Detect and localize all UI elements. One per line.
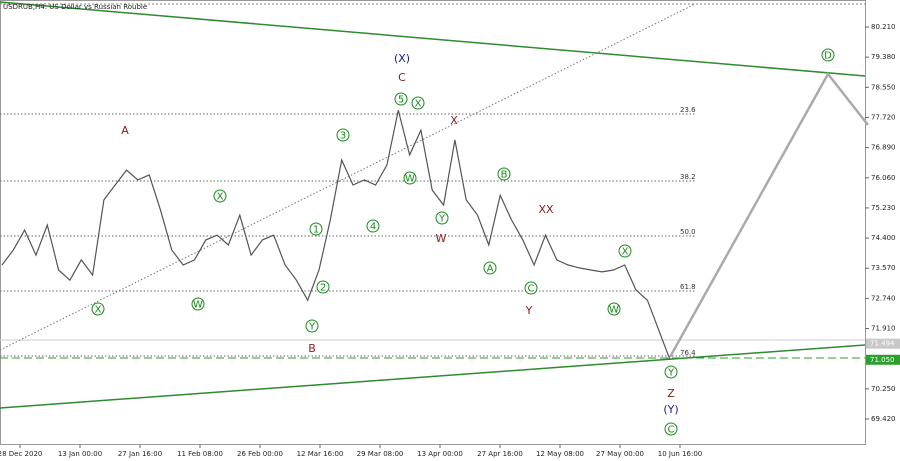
y-tick-label: 72.740 bbox=[871, 294, 896, 302]
wave-label: X bbox=[95, 305, 102, 316]
wave-circle bbox=[394, 92, 408, 106]
plot-frame bbox=[0, 0, 866, 445]
wave-label: X bbox=[217, 192, 224, 203]
y-tick-label: 71.910 bbox=[871, 325, 896, 333]
wave-label: X bbox=[622, 247, 629, 258]
wave-label: 3 bbox=[340, 131, 346, 142]
y-tick-label: 73.570 bbox=[871, 264, 896, 272]
wave-circle bbox=[607, 302, 621, 316]
fib-label: 61.8 bbox=[680, 283, 696, 291]
wave-label: W bbox=[436, 232, 447, 245]
y-tick-label: 75.230 bbox=[871, 204, 896, 212]
wave-label: 5 bbox=[398, 95, 404, 106]
projection bbox=[668, 71, 869, 358]
chart-title: USDRUB,H4: US Dollar vs Russian Rouble bbox=[3, 3, 147, 11]
wave-label: D bbox=[824, 51, 832, 62]
price-marker bbox=[866, 338, 900, 349]
wave-label: W bbox=[609, 305, 619, 316]
wave-label: (X) bbox=[394, 52, 410, 65]
wave-circle bbox=[821, 48, 835, 62]
y-tick-label: 69.420 bbox=[871, 415, 896, 423]
wave-circle bbox=[435, 211, 449, 225]
wave-circle bbox=[91, 302, 105, 316]
wave-label: Z bbox=[667, 387, 675, 400]
x-tick-label: 11 Feb 08:00 bbox=[177, 450, 223, 458]
fib-label: 76.4 bbox=[680, 349, 696, 357]
wave-circle bbox=[524, 281, 538, 295]
wave-label: X bbox=[415, 99, 422, 110]
wave-label: Y bbox=[438, 214, 446, 225]
wave-circle bbox=[309, 222, 323, 236]
wave-circle bbox=[618, 244, 632, 258]
y-tick-label: 76.890 bbox=[871, 144, 896, 152]
wave-label: XX bbox=[538, 203, 554, 216]
x-tick-label: 27 May 00:00 bbox=[596, 450, 644, 458]
x-tick-label: 26 Feb 00:00 bbox=[237, 450, 283, 458]
fib-levels: 23.6 38.2 50.0 61.8 76.4 bbox=[0, 106, 696, 357]
price-line bbox=[1, 110, 671, 361]
wave-label: X bbox=[450, 114, 458, 127]
wave-circle bbox=[305, 319, 319, 333]
wave-label: W bbox=[193, 300, 203, 311]
wave-label: 2 bbox=[320, 283, 326, 294]
wave-circle bbox=[664, 365, 678, 379]
wave-circle bbox=[213, 189, 227, 203]
wave-label: C bbox=[398, 71, 406, 84]
wave-label: C bbox=[668, 425, 675, 436]
y-tick-label: 79.380 bbox=[871, 53, 896, 61]
wave-label: Y bbox=[308, 322, 316, 333]
fib-label: 23.6 bbox=[680, 106, 696, 114]
x-tick-label: 10 Jun 16:00 bbox=[658, 450, 702, 458]
wave-label: W bbox=[405, 174, 415, 185]
y-tick-label: 80.210 bbox=[871, 23, 896, 31]
wave-label: Y bbox=[667, 368, 675, 379]
x-tick-label: 27 Jan 16:00 bbox=[118, 450, 162, 458]
x-tick-label: 12 May 08:00 bbox=[536, 450, 584, 458]
wave-circle bbox=[664, 422, 678, 436]
wave-circle bbox=[366, 219, 380, 233]
x-tick-label: 28 Dec 2020 bbox=[0, 450, 42, 458]
wave-label: B bbox=[501, 170, 508, 181]
wave-label: A bbox=[487, 264, 494, 275]
y-tick-label: 70.250 bbox=[871, 385, 896, 393]
y-tick-label: 78.550 bbox=[871, 83, 896, 91]
price-marker-label: 71.494 bbox=[870, 340, 895, 348]
wave-label: 4 bbox=[370, 222, 376, 233]
x-tick-label: 12 Mar 16:00 bbox=[297, 450, 344, 458]
x-tick-label: 27 Apr 16:00 bbox=[477, 450, 523, 458]
y-tick-label: 76.060 bbox=[871, 174, 896, 182]
wave-circle bbox=[191, 297, 205, 311]
wave-label: A bbox=[121, 124, 129, 137]
fib-label: 38.2 bbox=[680, 173, 696, 181]
wave-label: Y bbox=[525, 304, 533, 317]
fib-label: 50.0 bbox=[680, 228, 696, 236]
wave-circle bbox=[483, 261, 497, 275]
y-tick-label: 77.720 bbox=[871, 113, 896, 121]
wave-label: B bbox=[308, 342, 316, 355]
price-marker bbox=[866, 354, 900, 365]
wave-label: 1 bbox=[313, 225, 319, 236]
trend-line bbox=[0, 344, 866, 409]
wave-circle bbox=[497, 167, 511, 181]
channel-line bbox=[0, 3, 696, 351]
wave-label: C bbox=[528, 284, 535, 295]
wave-circle bbox=[403, 171, 417, 185]
wave-label: (Y) bbox=[663, 403, 678, 416]
wave-circle bbox=[336, 128, 350, 142]
x-tick-label: 29 Mar 08:00 bbox=[357, 450, 404, 458]
price-marker-label: 71.050 bbox=[870, 356, 895, 364]
wave-circle bbox=[316, 280, 330, 294]
x-tick-label: 13 Apr 00:00 bbox=[417, 450, 463, 458]
y-tick-label: 74.400 bbox=[871, 234, 896, 242]
x-tick-label: 13 Jan 00:00 bbox=[58, 450, 102, 458]
wave-circle bbox=[411, 96, 425, 110]
trend-line bbox=[0, 1, 866, 77]
